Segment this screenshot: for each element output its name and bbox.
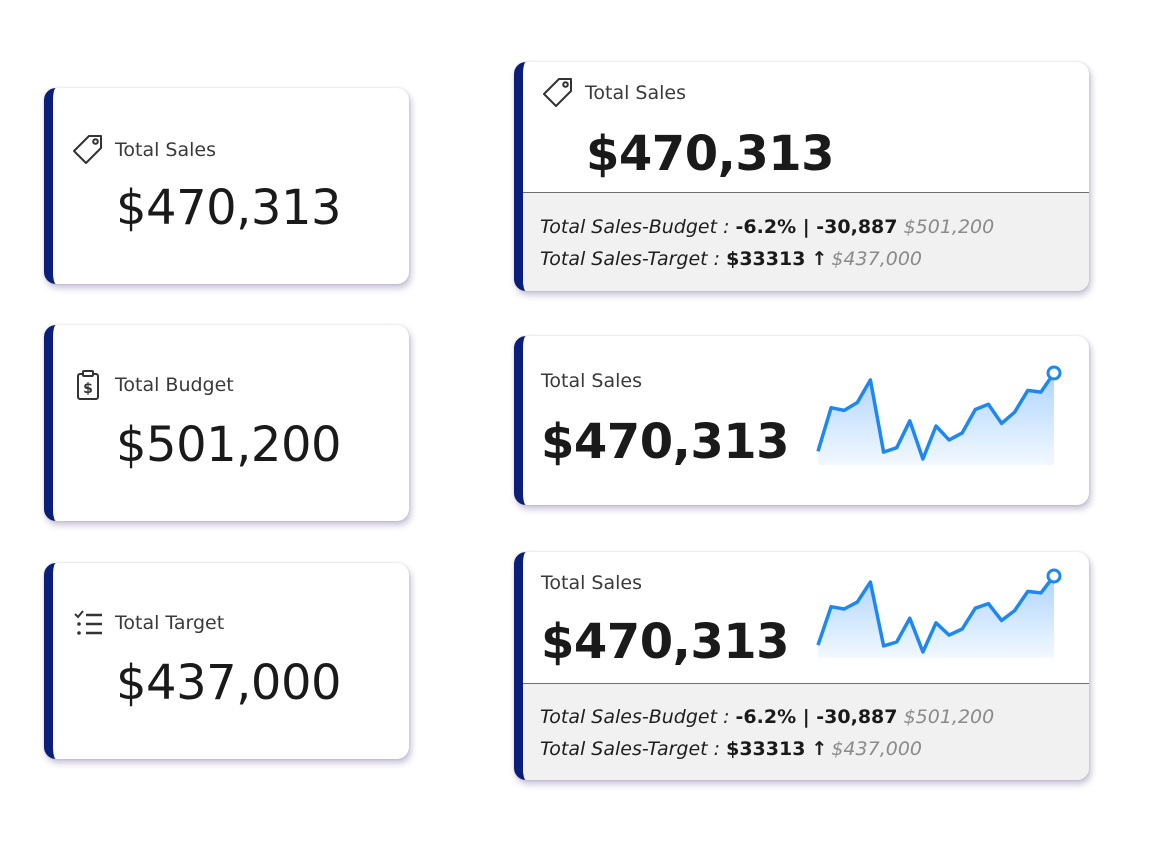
target-variance-diff: $33313: [726, 738, 806, 760]
budget-variance-pct: -6.2% |: [735, 706, 817, 728]
sparkline-line: [816, 372, 1056, 461]
kpi-card-sales-sparkline: Total Sales $470,313: [514, 336, 1089, 505]
kpi-card-sales-sparkline-variance: Total Sales $470,313 Total Sales-Budget …: [514, 552, 1089, 780]
kpi-card-sales-variance: Total Sales $470,313 Total Sales-Budget …: [514, 62, 1089, 291]
sales-sparkline: [816, 365, 1062, 465]
sparkline-area: [818, 576, 1054, 658]
budget-variance-line: Total Sales-Budget : -6.2% | -30,887 $50…: [540, 701, 1089, 733]
target-variance-diff: $33313: [726, 248, 806, 270]
budget-variance-line: Total Sales-Budget : -6.2% | -30,887 $50…: [540, 211, 1089, 243]
sparkline-last-point: [1046, 568, 1062, 584]
target-variance-line: Total Sales-Target : $33313 ↑ $437,000: [540, 243, 1089, 275]
kpi-card-total-budget: $ Total Budget $501,200: [44, 325, 409, 521]
checklist-icon: [71, 606, 105, 640]
variance-footer: Total Sales-Budget : -6.2% | -30,887 $50…: [523, 192, 1089, 291]
kpi-title: Total Budget: [115, 374, 234, 396]
budget-reference: $501,200: [903, 706, 995, 728]
kpi-title: Total Sales: [585, 82, 686, 104]
budget-variance-diff: -30,887: [816, 706, 898, 728]
kpi-value: $501,200: [116, 417, 342, 473]
price-tag-icon: [71, 133, 105, 167]
sparkline-line: [816, 574, 1056, 654]
arrow-up-icon: ↑: [811, 248, 828, 270]
arrow-up-icon: ↑: [811, 738, 828, 760]
budget-variance-diff: -30,887: [816, 216, 898, 238]
target-variance-line: Total Sales-Target : $33313 ↑ $437,000: [540, 733, 1089, 765]
sparkline-area: [818, 373, 1054, 465]
kpi-value: $470,313: [116, 180, 342, 236]
kpi-title-row: Total Sales: [541, 76, 686, 110]
kpi-card-total-target: Total Target $437,000: [44, 563, 409, 759]
budget-variance-pct: -6.2% |: [735, 216, 817, 238]
sparkline-last-point: [1046, 365, 1062, 381]
kpi-value: $470,313: [541, 614, 790, 670]
clipboard-dollar-icon: $: [71, 368, 105, 402]
kpi-title-row: Total Sales: [71, 133, 216, 167]
kpi-title: Total Target: [115, 612, 225, 634]
kpi-title: Total Sales: [541, 370, 642, 392]
kpi-value: $437,000: [116, 655, 342, 711]
target-reference: $437,000: [831, 738, 923, 760]
kpi-card-total-sales: Total Sales $470,313: [44, 88, 409, 284]
budget-variance-label: Total Sales-Budget :: [540, 706, 736, 728]
price-tag-icon: [541, 76, 575, 110]
kpi-title-row: $ Total Budget: [71, 368, 234, 402]
kpi-value: $470,313: [586, 126, 835, 182]
variance-footer: Total Sales-Budget : -6.2% | -30,887 $50…: [523, 683, 1089, 780]
svg-text:$: $: [83, 381, 93, 397]
target-variance-label: Total Sales-Target :: [540, 738, 727, 760]
kpi-title-row: Total Target: [71, 606, 224, 640]
target-reference: $437,000: [831, 248, 923, 270]
kpi-title: Total Sales: [115, 139, 216, 161]
target-variance-label: Total Sales-Target :: [540, 248, 727, 270]
kpi-value: $470,313: [541, 414, 790, 470]
budget-variance-label: Total Sales-Budget :: [540, 216, 736, 238]
kpi-title: Total Sales: [541, 572, 642, 594]
budget-reference: $501,200: [903, 216, 995, 238]
sales-sparkline: [816, 568, 1062, 658]
